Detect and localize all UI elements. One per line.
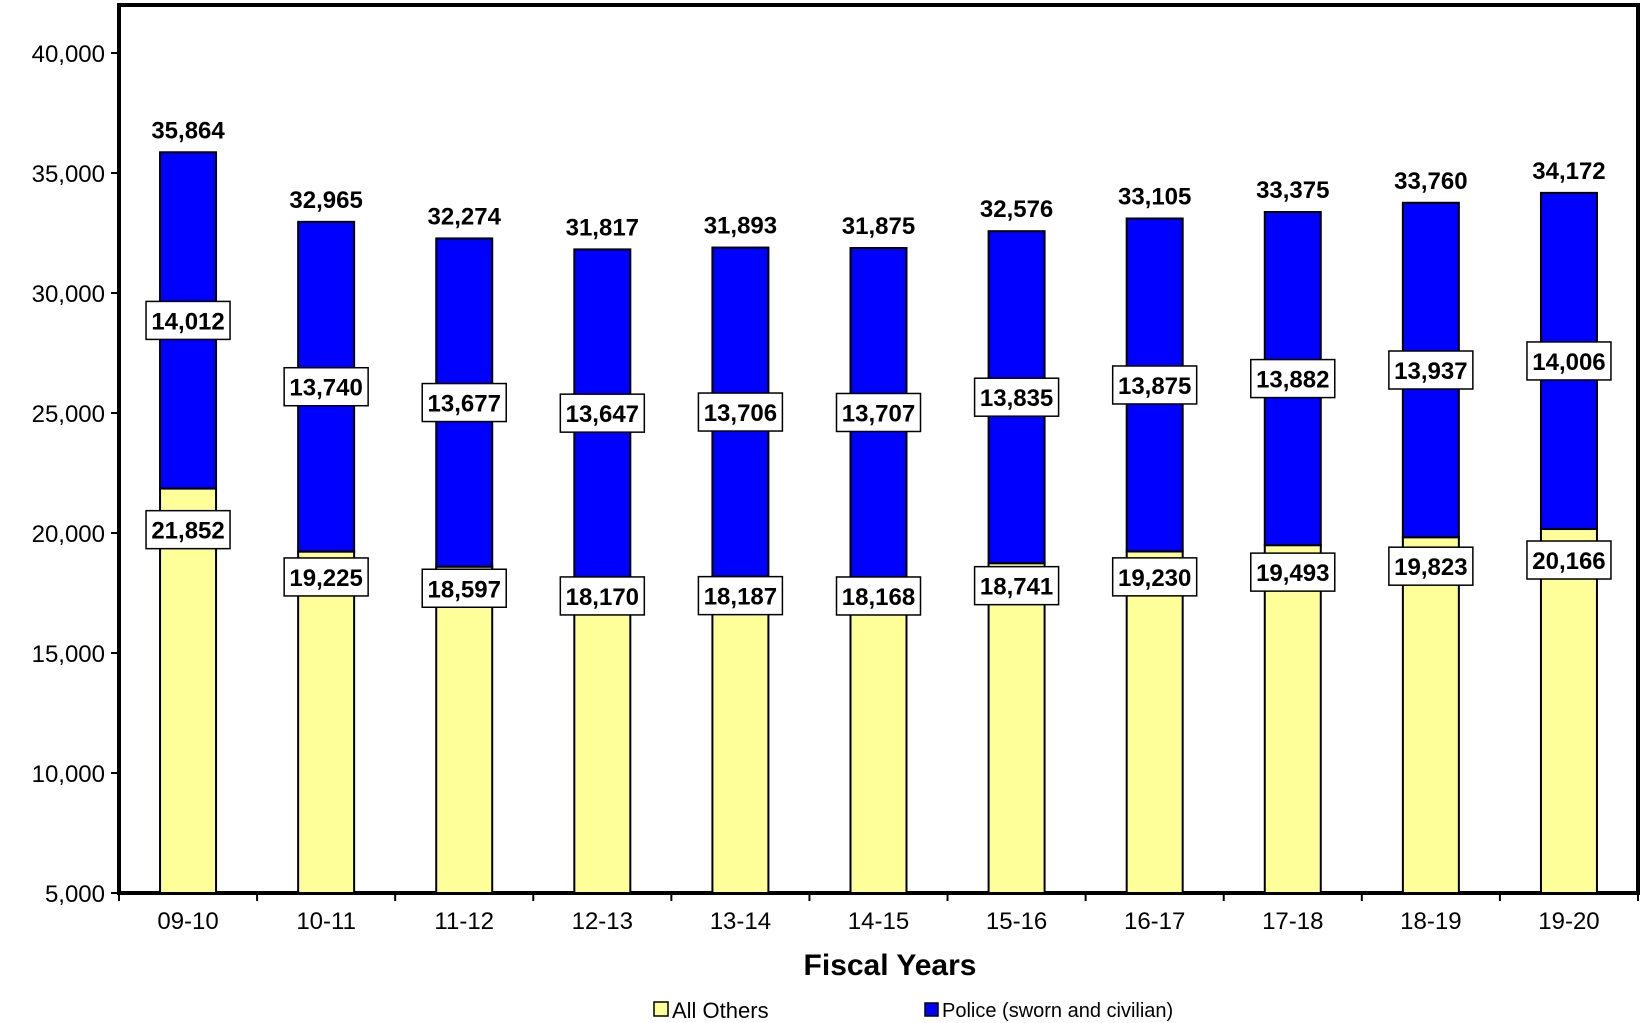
bar-segment-all-others xyxy=(298,552,354,893)
x-tick-label: 11-12 xyxy=(434,908,494,935)
total-label: 33,105 xyxy=(1118,183,1191,210)
segment-label-police: 13,835 xyxy=(980,385,1053,412)
segment-label-all-others: 19,823 xyxy=(1394,554,1467,581)
segment-label-police: 13,740 xyxy=(289,375,362,402)
segment-label-all-others: 18,187 xyxy=(704,584,777,611)
bar-segment-all-others xyxy=(1541,529,1597,893)
segment-label-police: 13,647 xyxy=(566,401,639,428)
x-axis-title: Fiscal Years xyxy=(804,949,977,982)
segment-label-all-others: 18,597 xyxy=(428,576,501,603)
x-tick-label: 16-17 xyxy=(1124,908,1185,935)
bar-segment-all-others xyxy=(1265,545,1321,893)
segment-label-police: 13,677 xyxy=(428,391,501,418)
bar-segment-all-others xyxy=(989,563,1045,893)
x-tick-label: 10-11 xyxy=(296,908,356,935)
total-label: 35,864 xyxy=(151,117,225,144)
total-label: 32,576 xyxy=(980,196,1053,223)
bar-segment-all-others xyxy=(712,577,768,893)
x-tick-label: 14-15 xyxy=(848,908,909,935)
y-tick-label: 30,000 xyxy=(32,281,105,308)
legend-label-all-others: All Others xyxy=(672,998,769,1023)
segment-label-all-others: 18,168 xyxy=(842,584,915,611)
x-axis: 09-10 10-11 11-12 12-13 13-14 14-15 15-16 16-17… xyxy=(119,893,1638,935)
segment-label-all-others: 19,225 xyxy=(289,565,362,592)
total-label: 31,875 xyxy=(842,213,915,240)
segment-label-all-others: 20,166 xyxy=(1532,548,1605,575)
total-label: 32,965 xyxy=(289,187,362,214)
y-tick-label: 40,000 xyxy=(32,41,105,68)
legend-swatch-police xyxy=(925,1003,938,1016)
segment-label-all-others: 19,230 xyxy=(1118,565,1191,592)
segment-label-police: 13,937 xyxy=(1394,358,1467,385)
total-label: 33,375 xyxy=(1256,177,1329,204)
legend: All Others Police (sworn and civilian) xyxy=(654,998,1173,1023)
segment-label-police: 13,882 xyxy=(1256,367,1329,394)
segment-label-all-others: 19,493 xyxy=(1256,560,1329,587)
x-tick-label: 13-14 xyxy=(710,908,771,935)
segment-label-all-others: 21,852 xyxy=(151,518,224,545)
bar-segment-all-others xyxy=(851,577,907,893)
x-tick-label: 12-13 xyxy=(572,908,633,935)
total-label: 31,893 xyxy=(704,213,777,240)
x-tick-label: 18-19 xyxy=(1400,908,1461,935)
legend-label-police: Police (sworn and civilian) xyxy=(942,1000,1173,1022)
total-label: 33,760 xyxy=(1394,168,1467,195)
segment-label-police: 14,012 xyxy=(151,308,224,335)
legend-swatch-all-others xyxy=(654,1002,668,1016)
segment-label-all-others: 18,741 xyxy=(980,574,1053,601)
y-tick-label: 10,000 xyxy=(32,761,105,788)
y-axis: 5,000 10,000 15,000 20,000 25,000 30,000 35,00… xyxy=(32,41,119,908)
bar-segment-all-others xyxy=(1403,537,1459,893)
segment-label-police: 13,706 xyxy=(704,400,777,427)
y-tick-label: 35,000 xyxy=(32,161,105,188)
y-tick-label: 5,000 xyxy=(45,881,105,908)
bar-segment-all-others xyxy=(574,577,630,893)
segment-label-police: 13,875 xyxy=(1118,373,1191,400)
y-tick-label: 15,000 xyxy=(32,641,105,668)
x-tick-label: 17-18 xyxy=(1262,908,1323,935)
segment-label-police: 13,707 xyxy=(842,400,915,427)
total-label: 34,172 xyxy=(1532,158,1605,185)
segment-label-police: 14,006 xyxy=(1532,349,1605,376)
y-tick-label: 20,000 xyxy=(32,521,105,548)
bar-segment-all-others xyxy=(1127,551,1183,893)
x-tick-label: 15-16 xyxy=(986,908,1047,935)
x-tick-label: 19-20 xyxy=(1538,908,1599,935)
total-label: 32,274 xyxy=(428,203,502,230)
total-label: 31,817 xyxy=(566,214,639,241)
segment-label-all-others: 18,170 xyxy=(566,584,639,611)
bar-segment-all-others xyxy=(436,567,492,893)
x-tick-label: 09-10 xyxy=(157,908,218,935)
y-tick-label: 25,000 xyxy=(32,401,105,428)
